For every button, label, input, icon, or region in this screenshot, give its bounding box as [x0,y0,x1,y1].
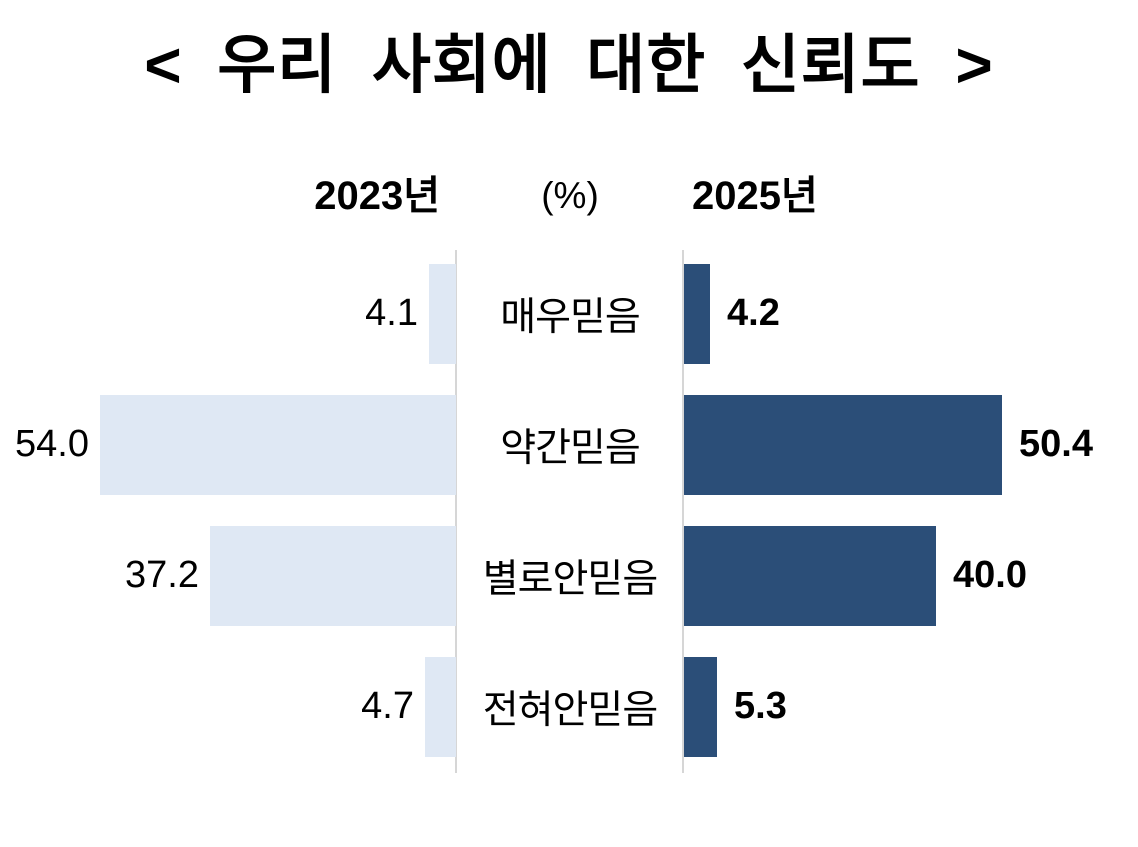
category-label: 전혀안믿음 [482,688,658,732]
right-bar-cell: 40.0 [684,525,1138,626]
left-baseline-axis [455,250,457,773]
bar-2023 [429,263,456,364]
left-bar-cell: 54.0 [0,394,456,495]
bar-2025 [684,263,710,364]
series-header-2025: 2025년 [692,174,818,218]
unit-label-percent: (%) [541,175,599,216]
value-label-2025: 5.3 [734,685,787,727]
category-label: 별로안믿음 [482,557,658,601]
right-bar-cell: 4.2 [684,263,1138,364]
value-label-2023: 54.0 [15,423,89,465]
right-baseline-axis [682,250,684,773]
category-label: 매우믿음 [500,295,641,339]
value-label-2023: 37.2 [125,554,199,596]
right-bar-cell: 5.3 [684,656,1138,757]
bar-2025 [684,525,936,626]
left-bar-cell: 37.2 [0,525,456,626]
value-label-2023: 4.1 [365,292,418,334]
left-bar-cell: 4.7 [0,656,456,757]
bar-2023 [425,656,456,757]
left-bar-cell: 4.1 [0,263,456,364]
chart-row-no-trust: 4.7 전혀안믿음 5.3 [0,641,1138,772]
value-label-2025: 40.0 [953,554,1027,596]
bar-2023 [100,394,456,495]
bar-2025 [684,656,717,757]
page-title: < 우리 사회에 대한 신뢰도 > [144,29,994,101]
bar-2023 [210,525,456,626]
bar-2025 [684,394,1002,495]
chart-rows: 4.1 매우믿음 4.2 54.0 약간믿음 50.4 37.2 [0,248,1138,772]
value-label-2023: 4.7 [361,685,414,727]
chart-row-somewhat-trust: 54.0 약간믿음 50.4 [0,379,1138,510]
right-bar-cell: 50.4 [684,394,1138,495]
chart-row-somewhat-distrust: 37.2 별로안믿음 40.0 [0,510,1138,641]
value-label-2025: 50.4 [1019,423,1093,465]
series-header-2023: 2023년 [314,174,440,218]
value-label-2025: 4.2 [727,292,780,334]
chart-row-very-trust: 4.1 매우믿음 4.2 [0,248,1138,379]
category-label: 약간믿음 [500,426,641,470]
